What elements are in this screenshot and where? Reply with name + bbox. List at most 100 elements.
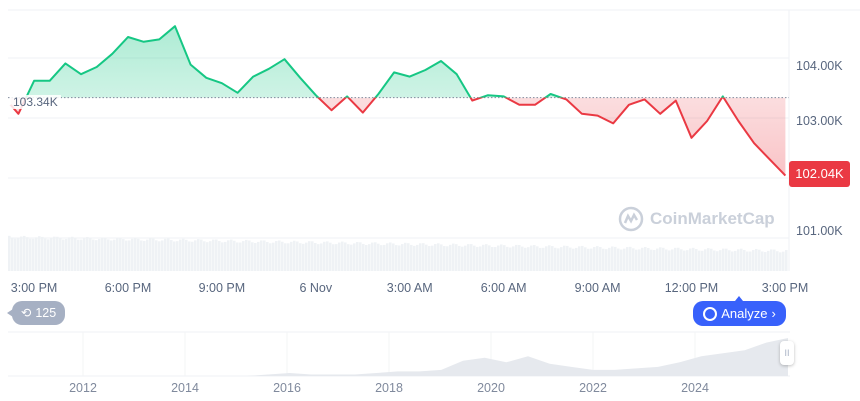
x-tick-label: 12:00 PM [664, 281, 719, 295]
volume-bar [743, 249, 746, 271]
volume-bar [227, 240, 230, 271]
volume-bar [701, 250, 704, 271]
volume-bar [608, 247, 611, 271]
x-tick-label: 9:00 AM [574, 281, 621, 295]
volume-bar [284, 243, 287, 271]
volume-bar [620, 249, 623, 271]
volume-bar [119, 237, 122, 271]
volume-bar [656, 248, 659, 271]
volume-bar [260, 240, 263, 271]
volume-bar [77, 239, 80, 271]
volume-bar [401, 244, 404, 271]
volume-bar [224, 241, 227, 271]
volume-bar [647, 248, 650, 271]
volume-bar [596, 246, 599, 271]
volume-bar [407, 243, 410, 271]
volume-bar [542, 247, 545, 271]
volume-bar [122, 239, 125, 271]
volume-bar [326, 241, 329, 271]
volume-bar [212, 239, 215, 271]
volume-bar [329, 242, 332, 271]
volume-bar [239, 242, 242, 271]
volume-bar [374, 242, 377, 271]
volume-bar [593, 247, 596, 271]
volume-bar [671, 249, 674, 271]
volume-bar [692, 247, 695, 271]
volume-bar [680, 249, 683, 271]
x-tick-label: 6:00 AM [480, 281, 527, 295]
volume-bar [206, 242, 209, 271]
volume-bar [116, 238, 119, 271]
volume-bar [392, 243, 395, 271]
volume-bar [629, 246, 632, 271]
history-button[interactable]: ⟲ 125 [7, 301, 65, 325]
navigator-drag-handle[interactable]: II [780, 341, 794, 365]
volume-bar [509, 247, 512, 271]
analyze-button[interactable]: Analyze › [693, 296, 786, 326]
volume-bar [470, 244, 473, 271]
navigator-year-label: 2020 [477, 381, 505, 395]
volume-bar [431, 245, 434, 271]
volume-bar [686, 250, 689, 271]
volume-bar [302, 243, 305, 271]
volume-bar [323, 241, 326, 271]
volume-bar [563, 245, 566, 271]
volume-bar [152, 238, 155, 271]
volume-bar [245, 239, 248, 271]
volume-bar [485, 244, 488, 271]
volume-bar [113, 239, 116, 271]
volume-bar [731, 251, 734, 271]
y-tick-label: 103.00K [796, 114, 843, 128]
volume-bar [434, 244, 437, 271]
volume-bar [566, 245, 569, 271]
volume-bar [32, 238, 35, 271]
baseline-price-label: 103.34K [10, 95, 61, 109]
volume-bar [782, 251, 785, 271]
volume-bar [335, 244, 338, 271]
volume-bar [134, 237, 137, 271]
volume-bar [488, 245, 491, 271]
x-tick-label: 6 Nov [299, 281, 333, 295]
volume-bar [380, 245, 383, 271]
volume-bar [365, 245, 368, 271]
x-tick-label: 3:00 AM [386, 281, 433, 295]
volume-bar [437, 243, 440, 271]
volume-bar [47, 239, 50, 271]
volume-bar [752, 250, 755, 271]
volume-bar [440, 244, 443, 271]
volume-bar [503, 245, 506, 271]
volume-bar [164, 238, 167, 271]
volume-bar [29, 238, 32, 271]
volume-bar [14, 238, 17, 271]
volume-bar [317, 244, 320, 271]
volume-bar [458, 245, 461, 271]
volume-bar [308, 241, 311, 271]
volume-bar [545, 246, 548, 271]
volume-bar [572, 248, 575, 271]
volume-bar [98, 238, 101, 271]
volume-bar [410, 244, 413, 271]
volume-bar [425, 244, 428, 271]
volume-bar [521, 246, 524, 271]
volume-bar [398, 245, 401, 271]
volume-bar [143, 240, 146, 271]
volume-bar [653, 249, 656, 271]
volume-bar [461, 246, 464, 271]
volume-bar [347, 244, 350, 271]
volume-bar [341, 241, 344, 271]
volume-bar [74, 238, 77, 271]
volume-bar [710, 248, 713, 271]
volume-bar [758, 249, 761, 271]
volume-bar [158, 241, 161, 271]
y-tick-label: 101.00K [796, 224, 843, 238]
volume-bar [674, 247, 677, 271]
volume-bar [314, 242, 317, 271]
volume-bar [641, 247, 644, 271]
volume-bar [626, 247, 629, 271]
volume-bar [548, 245, 551, 271]
volume-bar [23, 235, 26, 271]
volume-bar [89, 237, 92, 271]
coinmarketcap-logo-icon [618, 206, 644, 232]
